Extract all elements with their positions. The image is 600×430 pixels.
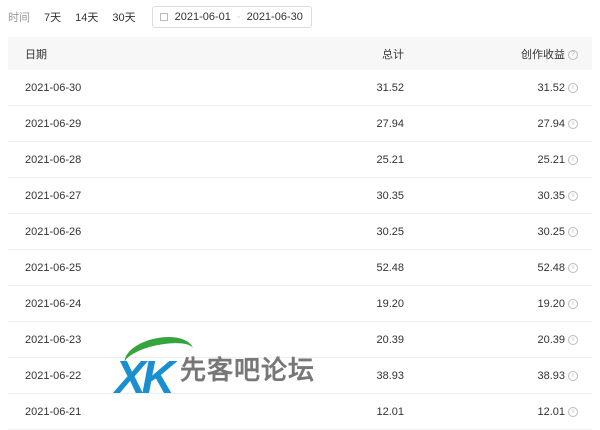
table-row: 2021-06-29 27.94 27.94 i: [8, 105, 592, 142]
date-cell: 2021-06-27: [8, 177, 204, 214]
date-cell: 2021-06-29: [8, 105, 204, 142]
option-7-days[interactable]: 7天: [44, 12, 62, 24]
earnings-table: 日期 总计 创作收益? 2021-06-30 31.52 31.52 i 2021-06…: [8, 37, 592, 430]
total-cell: 25.21: [204, 141, 404, 178]
info-icon[interactable]: i: [568, 82, 578, 93]
info-icon[interactable]: i: [568, 154, 578, 165]
income-value: 38.93: [537, 369, 565, 382]
table-row: 2021-06-23 20.39 20.39 i: [8, 321, 592, 358]
start-date[interactable]: 2021-06-01: [174, 11, 231, 23]
income-cell: 30.25 i: [404, 213, 592, 250]
total-cell: 31.52: [204, 70, 404, 106]
income-value: 27.94: [537, 117, 565, 130]
total-cell: 20.39: [204, 321, 404, 358]
info-icon[interactable]: i: [568, 334, 578, 345]
date-cell: 2021-06-23: [8, 321, 204, 358]
income-value: 52.48: [537, 261, 565, 274]
table-row: 2021-06-25 52.48 52.48 i: [8, 249, 592, 286]
calendar-icon: [159, 13, 168, 21]
income-value: 19.20: [537, 297, 565, 310]
income-value: 31.52: [537, 81, 565, 94]
income-cell: 19.20 i: [404, 285, 592, 322]
income-value: 30.25: [537, 225, 565, 238]
info-icon[interactable]: i: [568, 370, 578, 381]
total-cell: 19.20: [204, 285, 404, 322]
time-label: 时间: [8, 12, 30, 24]
income-cell: 30.35 i: [404, 177, 592, 214]
date-cell: 2021-06-28: [8, 141, 204, 178]
info-icon[interactable]: i: [568, 298, 578, 309]
header-creation-income-label: 创作收益: [521, 48, 565, 61]
date-cell: 2021-06-30: [8, 70, 204, 106]
time-filter: 时间 7天 14天 30天 2021-06-01 - 2021-06-30: [8, 6, 312, 28]
table-row: 2021-06-30 31.52 31.52 i: [8, 70, 592, 106]
income-cell: 25.21 i: [404, 141, 592, 178]
end-date[interactable]: 2021-06-30: [246, 11, 303, 23]
info-icon[interactable]: ?: [568, 49, 578, 60]
date-range-picker[interactable]: 2021-06-01 - 2021-06-30: [151, 6, 312, 28]
option-14-days[interactable]: 14天: [75, 12, 99, 24]
total-cell: 30.35: [204, 177, 404, 214]
income-value: 30.35: [537, 189, 565, 202]
info-icon[interactable]: i: [568, 262, 578, 273]
total-cell: 38.93: [204, 357, 404, 394]
income-value: 25.21: [537, 153, 565, 166]
header-total: 总计: [204, 37, 404, 70]
table-row: 2021-06-22 38.93 38.93 i: [8, 357, 592, 394]
table-row: 2021-06-28 25.21 25.21 i: [8, 141, 592, 178]
table-header: 日期 总计 创作收益?: [8, 37, 592, 70]
header-date: 日期: [8, 37, 204, 70]
date-cell: 2021-06-25: [8, 249, 204, 286]
income-value: 20.39: [537, 333, 565, 346]
info-icon[interactable]: i: [568, 118, 578, 129]
table-row: 2021-06-26 30.25 30.25 i: [8, 213, 592, 250]
total-cell: 52.48: [204, 249, 404, 286]
range-separator: -: [236, 11, 241, 23]
date-cell: 2021-06-26: [8, 213, 204, 250]
income-cell: 31.52 i: [404, 70, 592, 106]
option-30-days[interactable]: 30天: [112, 12, 136, 24]
income-cell: 38.93 i: [404, 357, 592, 394]
income-cell: 52.48 i: [404, 249, 592, 286]
header-creation-income: 创作收益?: [404, 37, 592, 70]
date-cell: 2021-06-24: [8, 285, 204, 322]
table-row: 2021-06-24 19.20 19.20 i: [8, 285, 592, 322]
total-cell: 30.25: [204, 213, 404, 250]
info-icon[interactable]: i: [568, 226, 578, 237]
income-cell: 27.94 i: [404, 105, 592, 142]
total-cell: 27.94: [204, 105, 404, 142]
date-cell: 2021-06-22: [8, 357, 204, 394]
income-cell: 20.39 i: [404, 321, 592, 358]
table-row: 2021-06-27 30.35 30.35 i: [8, 177, 592, 214]
info-icon[interactable]: i: [568, 190, 578, 201]
